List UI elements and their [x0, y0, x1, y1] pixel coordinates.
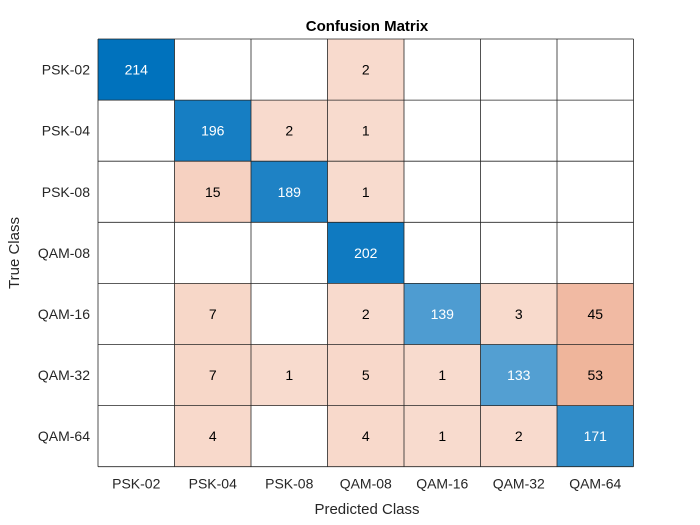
- cell-value-label: 171: [584, 428, 608, 444]
- cell-value-label: 1: [362, 123, 370, 139]
- cell-value-label: 3: [515, 306, 523, 322]
- matrix-cell: [557, 161, 634, 223]
- matrix-cell: [174, 100, 251, 162]
- matrix-cell: [174, 405, 251, 467]
- matrix-cell: [98, 283, 175, 345]
- matrix-cell: [480, 344, 557, 406]
- matrix-cell: [174, 161, 251, 223]
- matrix-cell: [98, 100, 175, 162]
- matrix-cell: [404, 405, 481, 467]
- matrix-cell: [327, 283, 404, 345]
- cell-value-label: 1: [438, 428, 446, 444]
- matrix-cell: [404, 344, 481, 406]
- matrix-cell: [98, 161, 175, 223]
- matrix-cell: [404, 222, 481, 284]
- y-tick-label: PSK-04: [42, 123, 90, 139]
- cell-value-label: 2: [362, 306, 370, 322]
- matrix-cell: [480, 283, 557, 345]
- cell-value-label: 4: [209, 428, 217, 444]
- cell-value-label: 139: [431, 306, 455, 322]
- matrix-cell: [557, 39, 634, 101]
- y-tick-label: QAM-64: [38, 428, 90, 444]
- x-axis-label: Predicted Class: [314, 501, 419, 518]
- x-tick-label: QAM-08: [340, 476, 392, 492]
- matrix-cell: [327, 222, 404, 284]
- x-tick-label: PSK-08: [265, 476, 313, 492]
- matrix-cell: [251, 222, 328, 284]
- matrix-cell: [557, 344, 634, 406]
- matrix-cell: [327, 405, 404, 467]
- y-tick-label: QAM-16: [38, 306, 90, 322]
- y-tick-label: PSK-02: [42, 62, 90, 78]
- cell-value-label: 4: [362, 428, 370, 444]
- y-tick-label: QAM-08: [38, 245, 90, 261]
- matrix-cell: [251, 161, 328, 223]
- matrix-cell: [327, 161, 404, 223]
- cell-value-label: 2: [515, 428, 523, 444]
- matrix-cell: [480, 161, 557, 223]
- matrix-cell: [404, 39, 481, 101]
- matrix-cell: [174, 283, 251, 345]
- matrix-cell: [98, 344, 175, 406]
- x-tick-label: QAM-32: [493, 476, 545, 492]
- x-tick-labels: PSK-02 PSK-04 PSK-08 QAM-08 QAM-16 QAM-32 QAM-…: [112, 476, 621, 492]
- matrix-cell: [404, 161, 481, 223]
- cell-value-label: 2: [362, 62, 370, 78]
- matrix-cell: [480, 222, 557, 284]
- matrix-cell: [404, 100, 481, 162]
- cell-value-label: 15: [205, 184, 221, 200]
- x-tick-label: PSK-04: [189, 476, 237, 492]
- cell-value-label: 202: [354, 245, 378, 261]
- matrix-cell: [251, 39, 328, 101]
- x-tick-label: PSK-02: [112, 476, 160, 492]
- cell-value-label: 2: [285, 123, 293, 139]
- y-axis-label: True Class: [6, 217, 23, 289]
- matrix-cell: [98, 222, 175, 284]
- matrix-cell: [251, 283, 328, 345]
- matrix-cell: [327, 100, 404, 162]
- matrix-cell: [327, 344, 404, 406]
- cell-value-label: 1: [438, 367, 446, 383]
- matrix-cell: [480, 100, 557, 162]
- chart-title: Confusion Matrix: [306, 18, 429, 35]
- matrix-cell: [251, 344, 328, 406]
- x-tick-label: QAM-64: [569, 476, 621, 492]
- y-tick-label: QAM-32: [38, 367, 90, 383]
- matrix-cell: [557, 405, 634, 467]
- x-tick-label: QAM-16: [416, 476, 468, 492]
- y-tick-label: PSK-08: [42, 184, 90, 200]
- cell-value-label: 133: [507, 367, 531, 383]
- matrix-cell: [480, 39, 557, 101]
- matrix-cell: [251, 405, 328, 467]
- matrix-cell: [327, 39, 404, 101]
- matrix-cell: [174, 222, 251, 284]
- matrix-cell: [98, 39, 175, 101]
- matrix-cell: [174, 39, 251, 101]
- cell-value-label: 7: [209, 367, 217, 383]
- matrix-cell: [480, 405, 557, 467]
- cell-value-label: 5: [362, 367, 370, 383]
- matrix-cell: [557, 283, 634, 345]
- y-tick-labels: PSK-02 PSK-04 PSK-08 QAM-08 QAM-16 QAM-32 QAM-…: [38, 62, 90, 445]
- matrix-cell: [174, 344, 251, 406]
- cell-value-label: 45: [587, 306, 603, 322]
- matrix-cell: [557, 100, 634, 162]
- cell-value-label: 1: [285, 367, 293, 383]
- matrix-cell: [557, 222, 634, 284]
- matrix-cell: [404, 283, 481, 345]
- cell-value-label: 196: [201, 123, 225, 139]
- cell-value-label: 214: [125, 62, 149, 78]
- cell-value-label: 53: [587, 367, 603, 383]
- matrix-cell: [98, 405, 175, 467]
- cell-value-label: 7: [209, 306, 217, 322]
- cell-value-label: 1: [362, 184, 370, 200]
- matrix-grid: [97, 38, 634, 468]
- matrix-cell: [251, 100, 328, 162]
- cell-value-label: 189: [278, 184, 302, 200]
